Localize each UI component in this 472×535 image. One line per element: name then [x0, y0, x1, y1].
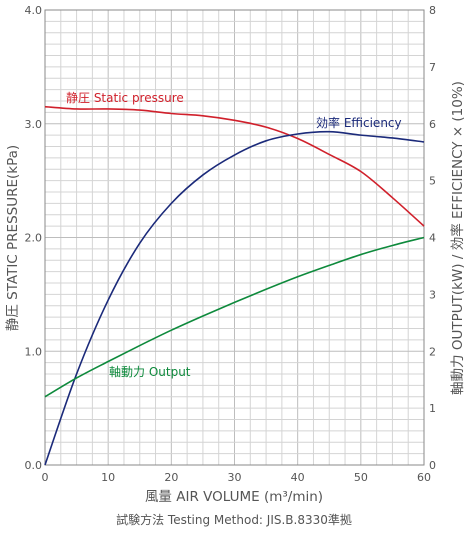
right-tick-label: 6 — [429, 118, 436, 131]
left-tick-label: 2.0 — [25, 232, 43, 245]
x-tick-label: 10 — [101, 471, 115, 484]
series-lines — [44, 105, 425, 466]
testing-method-note: 試験方法 Testing Method: JIS.B.8330準拠 — [116, 512, 352, 527]
right-tick-label: 0 — [429, 459, 436, 472]
right-tick-label: 1 — [429, 402, 436, 415]
right-tick-label: 4 — [429, 232, 436, 245]
left-tick-label: 0.0 — [25, 459, 43, 472]
plot-grid — [44, 9, 425, 466]
series-label-static-pressure: 静圧 Static pressure — [66, 91, 184, 105]
left-tick-label: 1.0 — [25, 345, 43, 358]
left-axis-ticks: 0.0 1.0 2.0 3.0 4.0 — [25, 4, 43, 472]
series-label-output: 軸動力 Output — [109, 365, 191, 379]
x-axis-ticks: 0 10 20 30 40 50 60 — [42, 471, 432, 484]
right-tick-label: 8 — [429, 4, 436, 17]
x-axis-title: 風量 AIR VOLUME (m³/min) — [145, 489, 323, 505]
x-tick-label: 20 — [164, 471, 178, 484]
right-tick-label: 7 — [429, 61, 436, 74]
x-tick-label: 30 — [228, 471, 242, 484]
static-pressure-line — [44, 105, 425, 227]
x-tick-label: 0 — [42, 471, 49, 484]
left-tick-label: 4.0 — [25, 4, 43, 17]
series-label-efficiency: 効率 Efficiency — [316, 115, 402, 130]
x-tick-label: 40 — [291, 471, 305, 484]
x-tick-label: 50 — [354, 471, 368, 484]
right-tick-label: 2 — [429, 345, 436, 358]
left-axis-title: 静圧 STATIC PRESSURE(kPa) — [5, 145, 21, 331]
left-tick-label: 3.0 — [25, 118, 43, 131]
right-tick-label: 5 — [429, 175, 436, 188]
right-tick-label: 3 — [429, 288, 436, 301]
efficiency-line — [44, 130, 425, 466]
x-tick-label: 60 — [417, 471, 431, 484]
right-axis-title: 軸動力 OUTPUT(kW) / 効率 EFFICIENCY × (10%) — [449, 81, 466, 395]
right-axis-ticks: 0 1 2 3 4 5 6 7 8 — [429, 4, 436, 472]
output-line — [44, 236, 425, 398]
